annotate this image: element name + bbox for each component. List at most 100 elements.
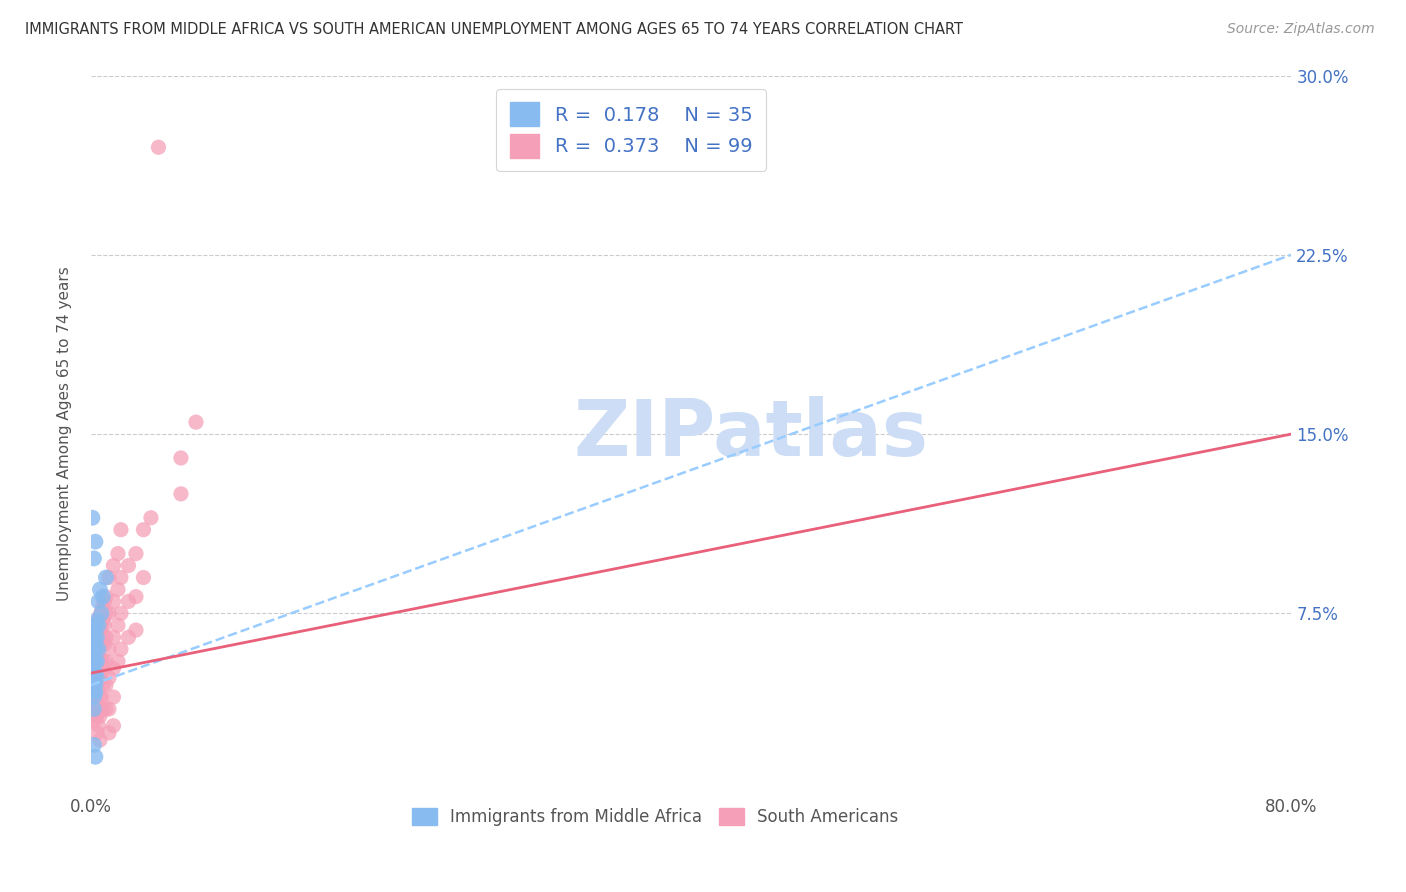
Point	[117, 558, 139, 573]
Point	[94, 607, 117, 621]
Point	[84, 637, 107, 651]
Point	[97, 642, 120, 657]
Point	[170, 450, 193, 465]
Point	[89, 623, 111, 637]
Point	[91, 678, 114, 692]
Point	[84, 749, 107, 764]
Point	[132, 570, 155, 584]
Point	[93, 637, 115, 651]
Point	[87, 685, 110, 699]
Point	[83, 654, 105, 668]
Point	[110, 642, 132, 657]
Point	[103, 630, 125, 644]
Point	[86, 681, 108, 695]
Point	[87, 594, 110, 608]
Point	[83, 618, 105, 632]
Point	[93, 661, 115, 675]
Point	[89, 608, 111, 623]
Point	[117, 594, 139, 608]
Point	[94, 654, 117, 668]
Point	[93, 594, 115, 608]
Point	[107, 547, 129, 561]
Point	[84, 671, 107, 685]
Point	[83, 630, 105, 644]
Point	[103, 690, 125, 704]
Point	[89, 671, 111, 685]
Point	[87, 614, 110, 628]
Point	[84, 678, 107, 692]
Point	[93, 618, 115, 632]
Point	[94, 570, 117, 584]
Point	[184, 415, 207, 429]
Point	[83, 682, 105, 697]
Point	[170, 487, 193, 501]
Point	[87, 699, 110, 714]
Point	[125, 623, 148, 637]
Point	[90, 654, 112, 668]
Point	[103, 594, 125, 608]
Point	[125, 590, 148, 604]
Point	[90, 618, 112, 632]
Point	[94, 702, 117, 716]
Point	[84, 647, 107, 661]
Point	[82, 695, 104, 709]
Point	[82, 654, 104, 668]
Point	[94, 630, 117, 644]
Point	[84, 635, 107, 649]
Point	[83, 702, 105, 716]
Point	[83, 702, 105, 716]
Point	[148, 140, 170, 154]
Point	[97, 607, 120, 621]
Point	[90, 690, 112, 704]
Point	[89, 652, 111, 666]
Point	[84, 709, 107, 723]
Point	[90, 607, 112, 621]
Point	[86, 635, 108, 649]
Point	[82, 642, 104, 657]
Point	[91, 630, 114, 644]
Point	[86, 618, 108, 632]
Point	[86, 695, 108, 709]
Point	[82, 647, 104, 661]
Point	[90, 604, 112, 618]
Point	[84, 623, 107, 637]
Y-axis label: Unemployment Among Ages 65 to 74 years: Unemployment Among Ages 65 to 74 years	[58, 267, 72, 601]
Point	[107, 654, 129, 668]
Point	[103, 719, 125, 733]
Point	[83, 654, 105, 668]
Point	[84, 695, 107, 709]
Point	[110, 523, 132, 537]
Point	[86, 726, 108, 740]
Point	[84, 666, 107, 681]
Point	[84, 661, 107, 675]
Point	[125, 547, 148, 561]
Point	[103, 558, 125, 573]
Point	[110, 570, 132, 584]
Point	[132, 523, 155, 537]
Point	[84, 534, 107, 549]
Point	[87, 618, 110, 632]
Point	[90, 671, 112, 685]
Point	[86, 614, 108, 628]
Point	[83, 671, 105, 685]
Text: IMMIGRANTS FROM MIDDLE AFRICA VS SOUTH AMERICAN UNEMPLOYMENT AMONG AGES 65 TO 74: IMMIGRANTS FROM MIDDLE AFRICA VS SOUTH A…	[25, 22, 963, 37]
Point	[86, 649, 108, 664]
Point	[107, 582, 129, 597]
Point	[97, 671, 120, 685]
Point	[83, 666, 105, 681]
Point	[117, 630, 139, 644]
Text: ZIPatlas: ZIPatlas	[574, 396, 928, 472]
Point	[107, 618, 129, 632]
Point	[91, 702, 114, 716]
Point	[84, 685, 107, 699]
Point	[97, 570, 120, 584]
Point	[83, 738, 105, 752]
Point	[83, 678, 105, 692]
Point	[103, 661, 125, 675]
Text: Source: ZipAtlas.com: Source: ZipAtlas.com	[1227, 22, 1375, 37]
Point	[86, 630, 108, 644]
Point	[110, 607, 132, 621]
Point	[82, 510, 104, 524]
Point	[84, 642, 107, 657]
Point	[82, 630, 104, 644]
